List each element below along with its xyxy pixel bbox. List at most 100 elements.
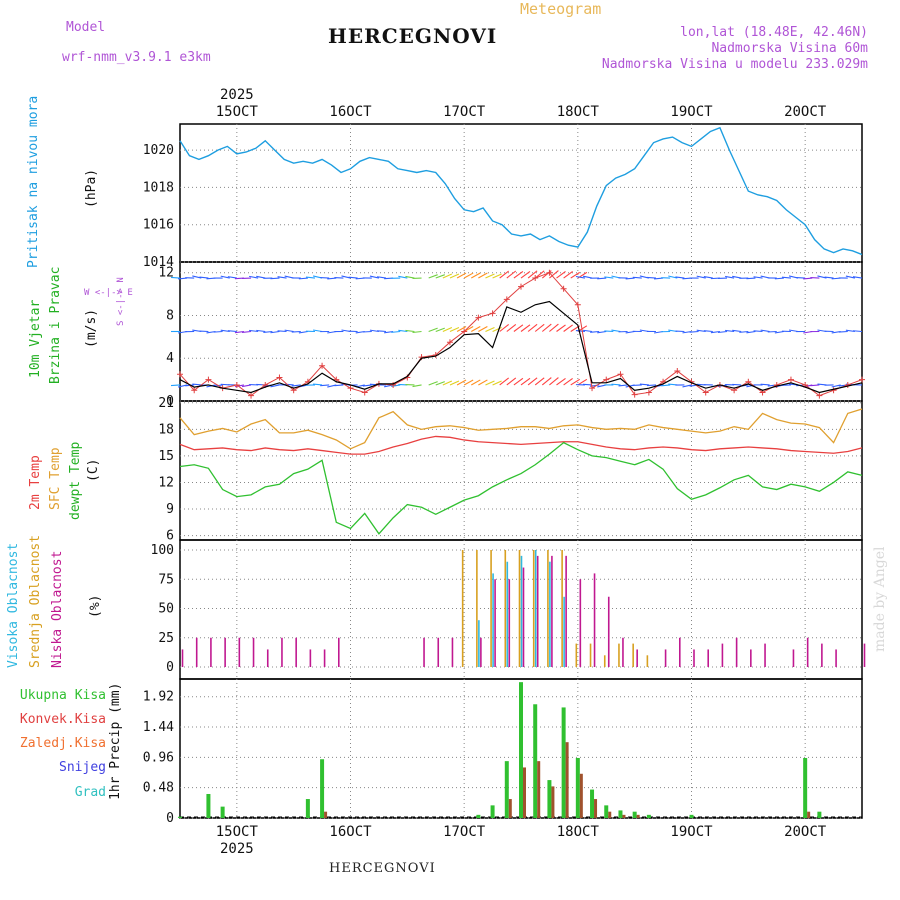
cloud-ytick: 75 [158, 572, 174, 587]
precip-total-bar [604, 805, 609, 818]
wind-arrow [412, 330, 422, 334]
wind-arrow [492, 380, 502, 386]
wind-arrow [456, 326, 467, 332]
wind-arrow [717, 330, 728, 334]
wind-arrow [506, 324, 517, 332]
wind-arrow [541, 377, 552, 386]
wind-gust-marker [503, 296, 510, 303]
wind-arrow [575, 275, 586, 279]
wind-arrow [305, 276, 316, 279]
wind-arrow [556, 377, 566, 386]
precip-convective-bar [579, 773, 583, 818]
wind-arrow [398, 275, 408, 279]
wind-arrow [456, 272, 467, 279]
altitude-label: Nadmorska Visina 60m [711, 41, 868, 56]
precip-convective-bar [608, 811, 612, 818]
wind-arrow [449, 380, 460, 386]
top-day-label: 20OCT [784, 104, 827, 120]
cloud-ytick: 100 [151, 543, 174, 558]
temp-ytick: 18 [158, 422, 174, 437]
wind-arrow [376, 330, 387, 333]
cloud-ytick: 0 [166, 660, 174, 675]
wind-arrow [582, 329, 593, 333]
wind-arrow [570, 271, 581, 279]
wind-arrow [499, 377, 510, 386]
wind-gust-marker [816, 392, 823, 399]
wind-arrow [597, 330, 607, 334]
wind-arrow [852, 330, 863, 333]
pressure-line [179, 126, 863, 256]
wind-arrow [298, 330, 308, 334]
wind-gust-marker [631, 391, 638, 398]
precip-total-bar [206, 793, 211, 818]
wind-arrow [513, 270, 524, 279]
wind-gust-marker [248, 392, 255, 399]
wind-arrow [534, 323, 545, 332]
wind-arrow [618, 384, 628, 387]
wind-ytick: 4 [166, 351, 174, 366]
wind-arrow [499, 270, 510, 279]
precip-total-bar [533, 704, 538, 818]
wind-arrow [256, 329, 266, 333]
wind-arrow [739, 330, 749, 333]
wind-arrow [570, 378, 581, 386]
wind-arrow [611, 329, 621, 333]
wind-arrow [478, 272, 488, 279]
wind-arrow [563, 271, 573, 279]
wind-arrow [646, 384, 657, 387]
wind-arrow [682, 384, 692, 388]
wind-arrow [362, 330, 372, 333]
precip-convective-bar [537, 761, 541, 818]
footer-title: HERCEGNOVI [329, 861, 436, 876]
precip-convective-bar [622, 814, 626, 818]
wind-gust-marker [205, 376, 212, 383]
legend-graupel: Grad [74, 785, 106, 800]
top-day-label: 15OCT [216, 104, 259, 120]
wind-arrow [725, 329, 735, 333]
precip-convective-bar [551, 786, 555, 818]
wind-gust-marker [645, 389, 652, 396]
wind-arrow [463, 272, 474, 279]
wind-arrow [284, 383, 294, 386]
wind-gust-marker [319, 362, 326, 369]
wind-arrow [753, 276, 763, 279]
wind-arrow [590, 330, 600, 333]
bottom-day-label: 15OCT [216, 824, 259, 840]
wind-arrow [320, 384, 330, 387]
precip-total-bar [547, 780, 552, 818]
precip-ytick: 0.96 [143, 750, 174, 765]
wind-gust-marker [191, 387, 198, 394]
wind-arrow [696, 329, 706, 333]
pressure-ytick: 1020 [143, 143, 174, 158]
wind-arrow [313, 383, 323, 386]
wind-arrow [824, 276, 834, 279]
pressure-frame [179, 123, 863, 263]
wind-arrow [506, 270, 517, 279]
wind-arrow [277, 276, 287, 279]
wind-arrow [646, 276, 657, 279]
wind-arrow [774, 277, 784, 280]
wind-arrow [449, 273, 460, 279]
wind-arrow [527, 377, 538, 386]
pressure-ytick: 1014 [143, 255, 174, 270]
wind-arrow [369, 275, 380, 279]
legend-total-rain: Ukupna Kisa [19, 688, 106, 703]
wind-arrow [263, 330, 273, 333]
wind-arrow [639, 383, 649, 386]
wind-arrow [435, 327, 445, 333]
wind-gust-marker [546, 269, 553, 276]
temp-frame [179, 400, 863, 541]
precip-total-bar [220, 806, 225, 818]
precip-ytick: 0 [166, 811, 174, 826]
wind-arrow [270, 277, 280, 280]
wind-gust-marker [702, 389, 709, 396]
wind-arrow [506, 377, 517, 386]
temp-ytick: 12 [158, 475, 174, 490]
wind-gust-marker [418, 354, 425, 361]
wind-arrow [485, 273, 495, 279]
precip-total-bar [320, 759, 325, 818]
precip-total-bar [817, 811, 822, 818]
wind-arrow [563, 324, 573, 332]
wind-arrow [549, 323, 559, 332]
precip-total-bar [803, 757, 808, 818]
